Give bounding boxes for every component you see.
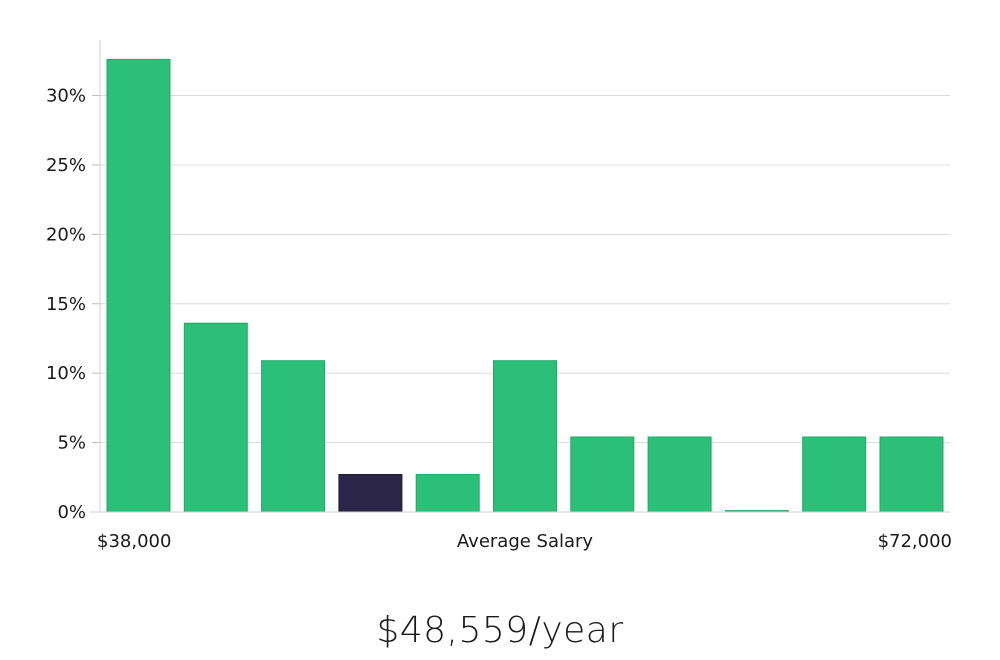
bar-highlighted: [338, 474, 403, 513]
bar: [879, 436, 944, 513]
bar: [493, 360, 557, 513]
bar: [183, 322, 248, 513]
y-tick-label: 20%: [46, 224, 86, 245]
salary-histogram: 0% 5% 10% 15% 20% 25% 30% $38,000 Average Sala…: [46, 40, 952, 552]
bar: [261, 360, 326, 513]
bars: [106, 58, 944, 513]
y-tick-label: 10%: [46, 363, 86, 384]
bar: [106, 58, 171, 513]
y-tick-label: 5%: [57, 433, 86, 454]
y-axis-ticks: 0% 5% 10% 15% 20% 25% 30%: [46, 86, 100, 523]
y-tick-label: 0%: [57, 502, 86, 523]
average-salary-value: $48,559/year: [376, 610, 624, 651]
bar: [570, 436, 635, 513]
y-tick-label: 25%: [46, 155, 86, 176]
bar: [802, 436, 867, 513]
bar: [647, 436, 712, 513]
y-tick-label: 30%: [46, 86, 86, 107]
bar: [415, 474, 480, 513]
y-tick-label: 15%: [46, 294, 86, 315]
x-max-label: $72,000: [878, 531, 952, 552]
x-axis-title: Average Salary: [457, 531, 594, 552]
x-min-label: $38,000: [97, 531, 171, 552]
